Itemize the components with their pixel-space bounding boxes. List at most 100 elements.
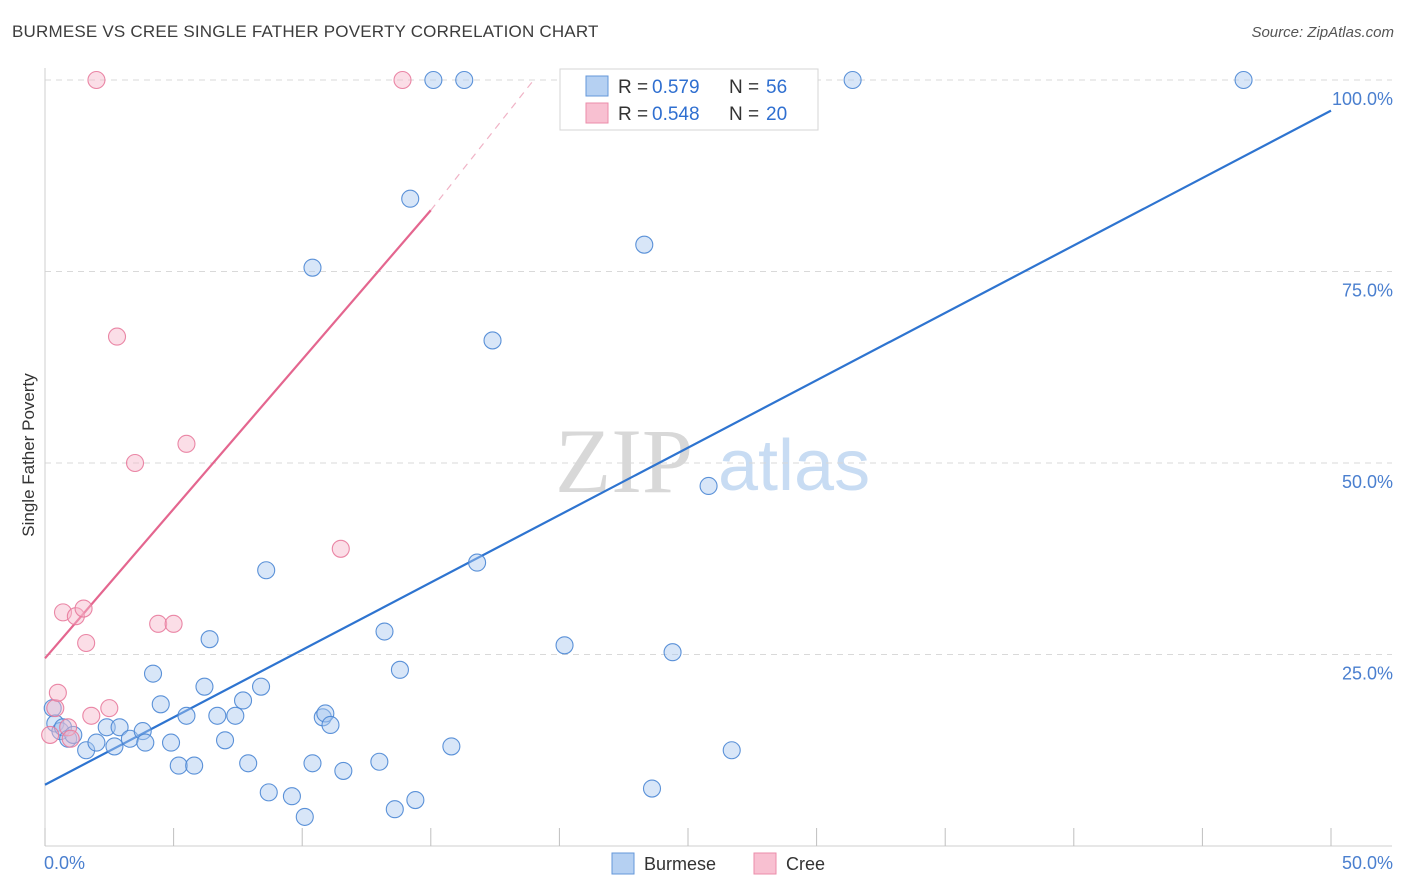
point-burmese <box>143 664 163 683</box>
point-burmese <box>442 737 461 756</box>
point-burmese <box>424 70 443 90</box>
watermark-atlas: atlas <box>718 426 870 506</box>
point-burmese <box>97 718 116 737</box>
point-burmese <box>321 715 340 735</box>
y-tick-label: 50.0% <box>1342 472 1393 492</box>
data-points <box>41 70 1253 826</box>
legend-swatch-cree <box>585 102 609 124</box>
point-burmese <box>699 476 718 496</box>
point-burmese <box>215 731 235 750</box>
legend-swatch-burmese <box>585 75 609 97</box>
point-burmese <box>375 622 394 641</box>
point-burmese <box>406 790 425 810</box>
point-burmese <box>151 695 170 714</box>
point-burmese <box>468 553 487 572</box>
legend-n-label-cree: N = <box>729 104 759 125</box>
legend-r-label-burmese: R = <box>618 77 648 98</box>
legend-r-value-cree: 0.548 <box>652 104 700 125</box>
point-cree <box>59 718 78 737</box>
point-burmese <box>843 70 862 90</box>
y-tick-label: 25.0% <box>1342 664 1393 684</box>
trend-line-burmese <box>44 109 1332 786</box>
point-cree <box>61 729 80 748</box>
tick-labels: 25.0% 50.0% 75.0% 100.0% 0.0% 50.0% <box>44 89 1393 873</box>
point-burmese <box>87 733 106 752</box>
point-burmese <box>136 733 155 752</box>
trend-line-cree <box>44 209 432 660</box>
point-burmese <box>110 718 129 737</box>
point-burmese <box>161 733 181 752</box>
point-burmese <box>239 754 258 773</box>
stats-legend: R = 0.579 N = 56 R = 0.548 N = 20 <box>559 68 819 131</box>
point-cree <box>177 434 196 453</box>
point-cree <box>149 614 168 633</box>
point-burmese <box>259 783 278 802</box>
point-burmese <box>316 704 335 723</box>
legend-n-value-burmese: 56 <box>766 77 787 98</box>
series-legend: Burmese Cree <box>611 852 825 875</box>
series-legend-label-cree: Cree <box>786 854 825 874</box>
chart-title: BURMESE VS CREE SINGLE FATHER POVERTY CO… <box>12 22 599 41</box>
point-cree <box>125 453 145 473</box>
point-burmese <box>483 331 502 350</box>
point-cree <box>331 539 350 558</box>
y-tick-label: 100.0% <box>1332 89 1393 109</box>
point-cree <box>48 683 67 702</box>
point-cree <box>82 706 101 725</box>
legend-n-value-cree: 20 <box>766 104 787 125</box>
point-burmese <box>105 737 124 756</box>
point-burmese <box>635 235 654 254</box>
point-burmese <box>663 643 682 662</box>
point-burmese <box>722 741 741 760</box>
point-burmese <box>200 630 219 649</box>
point-burmese <box>77 741 96 760</box>
watermark-zip: ZIP <box>555 410 693 512</box>
point-burmese <box>195 677 214 696</box>
point-burmese <box>177 706 196 725</box>
point-cree <box>46 699 65 718</box>
point-burmese <box>334 761 353 780</box>
legend-r-value-burmese: 0.579 <box>652 77 700 98</box>
point-cree <box>41 725 60 744</box>
point-cree <box>87 70 106 90</box>
point-cree <box>107 327 127 346</box>
point-burmese <box>257 561 276 580</box>
point-burmese <box>208 706 227 725</box>
point-burmese <box>642 779 662 798</box>
axes <box>44 68 1392 847</box>
grid <box>45 79 1392 655</box>
point-burmese <box>303 754 322 773</box>
series-legend-label-burmese: Burmese <box>644 854 716 874</box>
point-burmese <box>133 722 152 741</box>
point-burmese <box>455 70 474 90</box>
legend-n-label-burmese: N = <box>729 77 759 98</box>
point-burmese <box>251 677 271 696</box>
watermark: ZIP atlas <box>555 410 870 512</box>
point-burmese <box>303 258 322 277</box>
point-burmese <box>370 752 389 771</box>
point-cree <box>164 614 183 633</box>
point-burmese <box>390 660 409 679</box>
point-cree <box>66 607 85 626</box>
point-burmese <box>226 706 245 725</box>
point-cree <box>77 633 96 653</box>
point-cree <box>393 70 412 90</box>
trend-lines <box>44 79 1332 786</box>
point-burmese <box>555 636 574 655</box>
point-burmese <box>1234 70 1253 90</box>
point-burmese <box>385 800 404 819</box>
y-tick-label: 75.0% <box>1342 281 1393 301</box>
point-burmese <box>185 756 204 775</box>
point-burmese <box>295 807 314 826</box>
point-burmese <box>169 756 188 775</box>
point-burmese <box>282 787 301 806</box>
trend-line-cree-extension <box>430 79 535 211</box>
series-legend-swatch-cree <box>753 852 777 875</box>
point-cree <box>74 599 93 618</box>
point-burmese <box>233 691 253 710</box>
point-cree <box>100 699 119 718</box>
y-axis-label: Single Father Poverty <box>19 373 38 537</box>
x-tick-label: 50.0% <box>1342 853 1393 873</box>
series-legend-swatch-burmese <box>611 852 635 875</box>
